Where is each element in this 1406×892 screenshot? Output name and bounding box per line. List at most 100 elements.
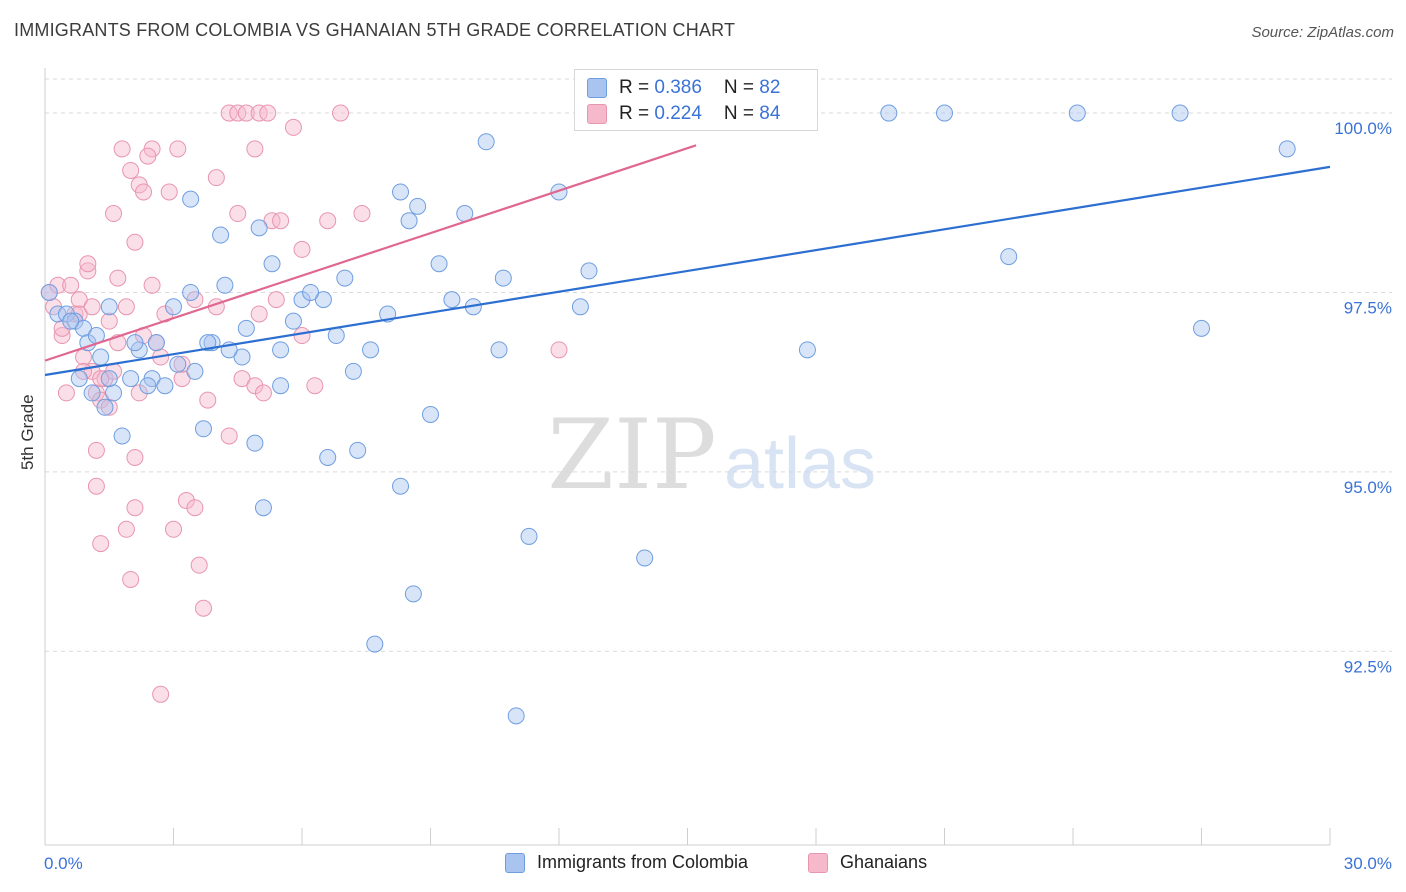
ghanaians-point xyxy=(194,599,212,617)
y-tick-label: 100.0% xyxy=(1334,119,1392,138)
colombia-point xyxy=(272,341,290,359)
ghanaians-point xyxy=(199,391,217,409)
ghanaians-point xyxy=(173,355,191,373)
ghanaians-point xyxy=(250,305,268,323)
colombia-point xyxy=(362,341,380,359)
ghanaians-point xyxy=(109,269,127,287)
ghanaians-point xyxy=(135,183,153,201)
colombia-point xyxy=(147,334,165,352)
colombia-point xyxy=(798,341,816,359)
ghanaians-point xyxy=(353,205,371,223)
ghanaians-point xyxy=(92,535,110,553)
colombia-point xyxy=(96,398,114,416)
colombia-point xyxy=(490,341,508,359)
ghanaians-point xyxy=(113,140,131,158)
ghanaians-point xyxy=(293,327,311,345)
colombia-point xyxy=(237,319,255,337)
r-value: 0.224 xyxy=(654,103,702,124)
colombia-point xyxy=(182,190,200,208)
r-value: 0.386 xyxy=(654,77,702,98)
colombia-point xyxy=(62,312,80,330)
ghanaians-point xyxy=(165,520,182,538)
ghanaians-point xyxy=(53,327,71,345)
ghanaians-point xyxy=(105,205,123,223)
colombia-point xyxy=(212,226,230,244)
ghanaians-point xyxy=(87,441,105,459)
colombia-point xyxy=(1171,104,1189,122)
ghanaians-point xyxy=(229,104,247,122)
colombia-point xyxy=(344,362,362,380)
ghanaians-point xyxy=(117,298,135,316)
series-legend: Immigrants from Colombia Ghanaians xyxy=(0,852,1406,878)
n-value: 82 xyxy=(759,77,781,98)
colombia-point xyxy=(186,362,204,380)
colombia-point xyxy=(49,305,67,323)
ghanaians-point xyxy=(254,384,272,402)
tick-labels: 92.5% 95.0% 97.5% 100.0% 0.0% 30.0% xyxy=(44,119,1392,873)
colombia-point xyxy=(182,283,200,301)
ghanaians-point xyxy=(126,233,144,251)
colombia-point xyxy=(430,255,448,273)
ghanaians-point xyxy=(75,348,93,366)
ghanaians-point xyxy=(92,370,110,388)
ghanaians-point xyxy=(169,140,187,158)
colombia-point xyxy=(494,269,512,287)
colombia-point xyxy=(122,370,140,388)
legend-item-colombia[interactable]: Immigrants from Colombia xyxy=(505,852,748,873)
colombia-point xyxy=(1068,104,1086,122)
ghanaians-point xyxy=(186,499,204,517)
colombia-point xyxy=(70,370,88,388)
ghanaians-point xyxy=(143,276,161,294)
ghanaians-point xyxy=(126,499,144,517)
colombia-point xyxy=(392,183,410,201)
legend-item-ghanaians[interactable]: Ghanaians xyxy=(808,852,927,873)
colombia-point xyxy=(550,183,568,201)
ghanaians-point xyxy=(250,104,268,122)
colombia-point xyxy=(392,477,410,495)
ghanaians-point xyxy=(220,427,238,445)
ghanaians-point xyxy=(246,377,264,395)
ghanaians-point xyxy=(100,312,118,330)
ghanaians-legend-swatch xyxy=(808,852,828,873)
colombia-point xyxy=(233,348,251,366)
watermark: ZIP atlas xyxy=(547,399,876,511)
ghanaians-point xyxy=(87,477,105,495)
colombia-point xyxy=(254,499,272,517)
colombia-point xyxy=(126,334,144,352)
ghanaians-point xyxy=(96,370,114,388)
colombia-point xyxy=(216,276,234,294)
x-tick-label-start: 0.0% xyxy=(44,854,83,873)
colombia-point xyxy=(477,133,495,151)
y-tick-label: 92.5% xyxy=(1344,657,1392,676)
colombia-swatch xyxy=(587,78,607,98)
colombia-point xyxy=(1278,140,1296,158)
n-value: 84 xyxy=(759,103,781,124)
colombia-point xyxy=(571,298,589,316)
ghanaians-point xyxy=(177,492,195,510)
ghanaians-point xyxy=(332,104,350,122)
n-label: N = xyxy=(723,103,760,124)
ghanaians-point xyxy=(79,255,97,273)
ghanaians-point xyxy=(284,118,302,136)
ghanaians-point xyxy=(246,140,264,158)
colombia-point xyxy=(936,104,953,122)
colombia-point xyxy=(156,377,174,395)
r-label: R = xyxy=(619,77,655,98)
colombia-point xyxy=(199,334,217,352)
n-label: N = xyxy=(723,77,760,98)
ghanaians-point xyxy=(152,685,170,703)
colombia-legend-swatch xyxy=(505,852,525,873)
ghanaians-point xyxy=(160,183,178,201)
colombia-point xyxy=(293,291,311,309)
ghanaians-point xyxy=(62,276,80,294)
colombia-point xyxy=(105,384,123,402)
ghanaians-point xyxy=(220,104,238,122)
ghanaians-point xyxy=(293,240,311,258)
colombia-point xyxy=(40,283,58,301)
ghanaians-point xyxy=(233,370,251,388)
ghanaians-point xyxy=(237,104,255,122)
colombia-point xyxy=(139,377,157,395)
colombia-point xyxy=(409,197,427,215)
ghanaians-point xyxy=(263,212,281,230)
